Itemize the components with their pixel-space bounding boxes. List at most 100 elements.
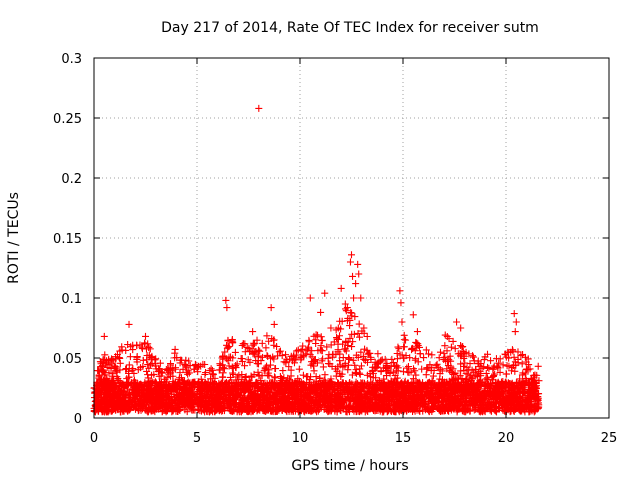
- data-point: [201, 378, 209, 386]
- data-point: [519, 389, 527, 397]
- data-point: [470, 380, 478, 388]
- data-point: [308, 347, 316, 355]
- data-point: [395, 345, 403, 353]
- data-point: [374, 350, 382, 358]
- data-point-outlier: [321, 289, 329, 297]
- data-point: [363, 394, 371, 402]
- data-point: [138, 404, 146, 412]
- data-point: [163, 374, 171, 382]
- data-point: [532, 384, 540, 392]
- data-point: [199, 360, 207, 368]
- data-point: [486, 384, 494, 392]
- data-point: [241, 405, 249, 413]
- data-point: [147, 394, 155, 402]
- data-point: [388, 355, 396, 363]
- data-point: [236, 393, 244, 401]
- data-point: [126, 353, 134, 361]
- data-point: [259, 353, 267, 361]
- data-point: [410, 400, 418, 408]
- data-point: [238, 371, 246, 379]
- data-point: [316, 374, 324, 382]
- data-point-outlier: [346, 258, 354, 266]
- data-point: [485, 364, 493, 372]
- data-point: [469, 374, 477, 382]
- data-point: [176, 369, 184, 377]
- data-point: [194, 405, 202, 413]
- data-point: [333, 367, 341, 375]
- data-point: [412, 389, 420, 397]
- data-point-outlier: [142, 332, 149, 340]
- data-point: [281, 401, 289, 409]
- data-point: [485, 393, 493, 401]
- data-point: [132, 392, 140, 400]
- data-point: [183, 397, 191, 405]
- data-point: [342, 307, 350, 315]
- data-point: [492, 385, 500, 393]
- data-point: [480, 387, 488, 395]
- data-point: [307, 398, 315, 406]
- data-point: [280, 393, 288, 401]
- data-point: [175, 401, 183, 409]
- data-point: [397, 380, 405, 388]
- data-point: [517, 380, 525, 388]
- data-point: [451, 370, 459, 378]
- data-point: [394, 386, 402, 394]
- data-point: [478, 407, 486, 415]
- data-point: [318, 337, 326, 345]
- data-point: [501, 395, 509, 403]
- data-point: [393, 374, 401, 382]
- data-point: [487, 380, 495, 388]
- data-point: [227, 386, 235, 394]
- data-point: [184, 370, 192, 378]
- data-point: [351, 313, 359, 321]
- data-point: [441, 353, 449, 361]
- data-point: [275, 348, 283, 356]
- data-point: [269, 392, 277, 400]
- data-point: [348, 387, 356, 395]
- data-point: [130, 402, 138, 410]
- data-point: [380, 380, 388, 388]
- data-point: [223, 400, 231, 408]
- data-point: [206, 383, 214, 391]
- data-point: [334, 380, 342, 388]
- data-point: [250, 350, 258, 358]
- data-point: [184, 379, 192, 387]
- data-point: [366, 370, 374, 378]
- data-point: [165, 387, 173, 395]
- data-point: [305, 338, 313, 346]
- data-point: [97, 366, 105, 374]
- data-point: [282, 404, 290, 412]
- data-point: [511, 367, 519, 375]
- data-point: [202, 369, 210, 377]
- data-point: [122, 402, 130, 410]
- data-point: [435, 398, 443, 406]
- data-point-outlier: [306, 294, 314, 302]
- data-point: [101, 378, 109, 386]
- data-point: [333, 408, 341, 416]
- data-point: [265, 366, 273, 374]
- data-point: [535, 390, 543, 398]
- data-point: [301, 408, 309, 416]
- data-point: [449, 337, 457, 345]
- data-point: [330, 338, 338, 346]
- data-point: [530, 403, 538, 411]
- data-point: [418, 365, 426, 373]
- data-point: [308, 358, 316, 366]
- data-point: [344, 314, 352, 322]
- data-point: [362, 404, 370, 412]
- data-point: [105, 361, 113, 369]
- data-point: [106, 399, 114, 407]
- data-point: [212, 397, 220, 405]
- data-point: [512, 405, 520, 413]
- data-point: [272, 407, 280, 415]
- data-point: [134, 366, 142, 374]
- data-point: [133, 358, 141, 366]
- data-point: [193, 364, 201, 372]
- data-point: [466, 360, 474, 368]
- data-point: [443, 347, 451, 355]
- data-point: [330, 384, 338, 392]
- data-point: [516, 383, 524, 391]
- data-point: [436, 391, 444, 399]
- data-point: [102, 407, 110, 415]
- data-point: [115, 354, 123, 362]
